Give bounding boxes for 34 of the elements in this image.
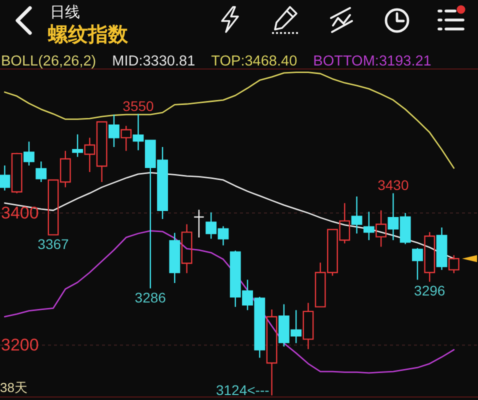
line-series xyxy=(4,72,455,169)
candlestick xyxy=(36,160,47,183)
chart-title: 螺纹指数 xyxy=(47,24,129,46)
text: MID:3330.81 xyxy=(112,54,196,70)
y-tick-label: 3400 xyxy=(1,204,39,223)
candlestick xyxy=(412,247,423,280)
candlestick xyxy=(108,114,120,148)
annotation: 3124<--- xyxy=(216,382,270,398)
candlestick xyxy=(363,211,374,241)
candlestick xyxy=(436,226,448,270)
annotation: 38天 xyxy=(0,380,28,395)
legend-title: BOLL(26,26,2) xyxy=(1,54,96,70)
candlestick xyxy=(120,125,132,152)
candlestick xyxy=(193,209,204,238)
y-tick-label: 3200 xyxy=(1,336,39,355)
candlestick xyxy=(24,141,34,166)
candlestick xyxy=(424,232,436,282)
series-label: TOP:3468.40 xyxy=(211,54,298,70)
candlestick xyxy=(169,232,180,284)
candlestick xyxy=(448,254,460,274)
candlestick xyxy=(0,164,10,192)
candlestick xyxy=(351,196,362,234)
annotation: 3286 xyxy=(134,289,166,306)
annotation: 3550 xyxy=(122,98,154,114)
annotation: 3296 xyxy=(414,282,446,299)
candlestick xyxy=(302,302,314,350)
candlestick xyxy=(11,152,22,194)
text: BOTTOM:3193.21 xyxy=(313,54,432,70)
chart-subtitle: 日线 xyxy=(50,4,80,21)
annotation: 3367 xyxy=(38,236,70,252)
annotation: 3430 xyxy=(378,177,409,194)
candlestick xyxy=(181,224,192,274)
candlestick xyxy=(376,210,387,248)
candlestick xyxy=(72,134,83,158)
